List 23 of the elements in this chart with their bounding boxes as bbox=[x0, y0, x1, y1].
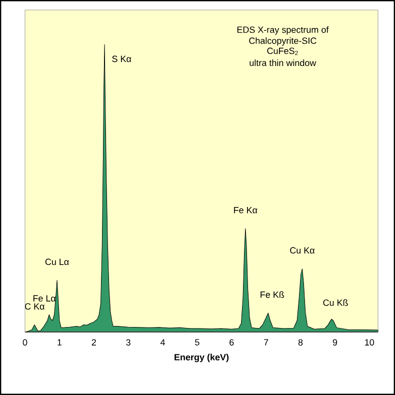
annotation: Fe Kß bbox=[260, 291, 284, 298]
x-tick-label: 8 bbox=[298, 339, 303, 346]
annotation: C Kα bbox=[24, 303, 44, 310]
x-axis-title: Energy (keV) bbox=[174, 354, 229, 362]
annotation: Cu Lα bbox=[45, 258, 69, 266]
annotation: Cu Kα bbox=[290, 247, 315, 254]
annotation: ultra thin window bbox=[250, 59, 316, 66]
x-tick-label: 4 bbox=[160, 339, 165, 346]
x-tick-label: 1 bbox=[58, 339, 62, 346]
chart-title: EDS X-ray spectrum of Chalcopyrite-SIC bbox=[237, 26, 329, 46]
x-tick-label: 0 bbox=[22, 339, 28, 346]
annotation: Cu Kß bbox=[323, 299, 348, 306]
x-tick-label: 10 bbox=[365, 339, 374, 346]
x-tick-label: 2 bbox=[92, 339, 96, 346]
x-tick-label: 5 bbox=[195, 339, 200, 346]
x-tick-label: 6 bbox=[230, 339, 234, 346]
annotation: S Kα bbox=[112, 56, 132, 62]
x-tick-label: 9 bbox=[332, 339, 338, 346]
annotation: Fe Lα bbox=[33, 295, 56, 302]
chart-subtitle: CuFeS$_{2}$ bbox=[267, 48, 298, 56]
x-tick-label: 7 bbox=[264, 339, 268, 346]
annotation: Fe Kα bbox=[234, 207, 258, 214]
x-tick-label: 3 bbox=[126, 339, 130, 346]
